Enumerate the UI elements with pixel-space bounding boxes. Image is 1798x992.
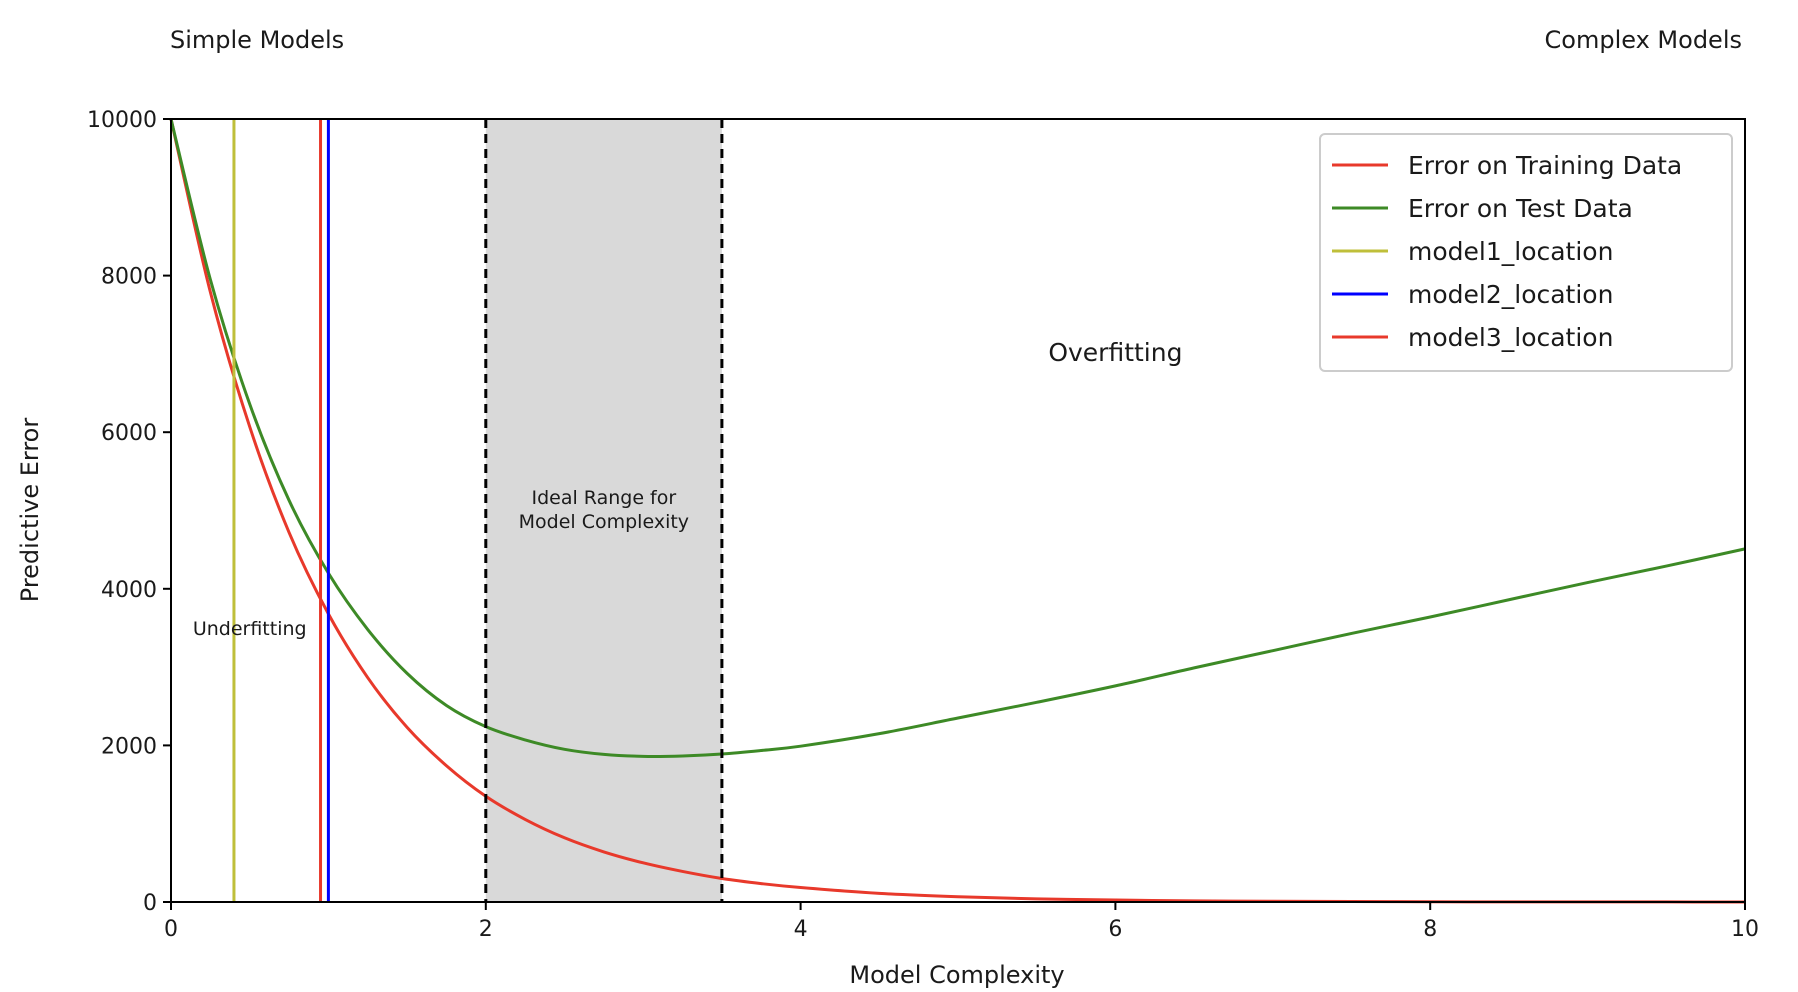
legend-label: Error on Training Data xyxy=(1408,151,1682,180)
x-tick-label: 10 xyxy=(1731,917,1759,942)
ideal-range-label-line1: Ideal Range for xyxy=(531,487,676,509)
x-axis-title: Model Complexity xyxy=(849,961,1064,989)
y-tick-label: 8000 xyxy=(101,265,157,290)
axes-frame xyxy=(170,118,1746,903)
complex-models-label: Complex Models xyxy=(1545,26,1742,54)
overfitting-label: Overfitting xyxy=(1048,338,1182,367)
simple-models-label: Simple Models xyxy=(170,26,344,54)
x-tick-label: 6 xyxy=(1108,917,1122,942)
x-tick-label: 0 xyxy=(164,917,178,942)
y-tick-label: 10000 xyxy=(87,108,157,133)
y-tick-label: 6000 xyxy=(101,421,157,446)
y-tick-label: 4000 xyxy=(101,578,157,603)
x-tick-label: 4 xyxy=(794,917,808,942)
y-tick-label: 0 xyxy=(143,891,157,916)
legend-label: model1_location xyxy=(1408,237,1613,266)
legend-label: model2_location xyxy=(1408,280,1613,309)
legend-label: Error on Test Data xyxy=(1408,194,1633,223)
y-axis-title: Predictive Error xyxy=(16,418,44,603)
x-tick-label: 2 xyxy=(479,917,493,942)
legend: Error on Training Data Error on Test Data… xyxy=(1319,133,1733,372)
x-tick-label: 8 xyxy=(1423,917,1437,942)
y-tick-label: 2000 xyxy=(101,734,157,759)
legend-label: model3_location xyxy=(1408,323,1613,352)
underfitting-label: Underfitting xyxy=(193,618,307,640)
legend-box xyxy=(1319,133,1733,372)
ideal-range-region xyxy=(485,119,722,902)
ideal-range-label-line2: Model Complexity xyxy=(519,511,689,533)
